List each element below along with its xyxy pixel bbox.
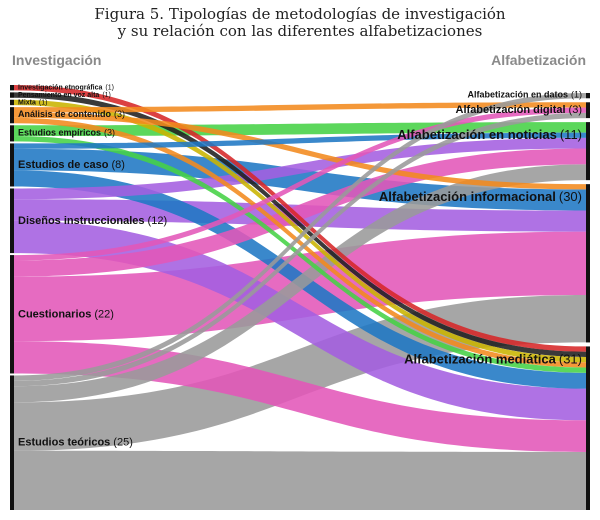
right-column-header: Alfabetización [491, 52, 586, 68]
source-node-caso [10, 143, 14, 187]
source-node-dise [10, 188, 14, 254]
link-dise-to-notic [14, 137, 586, 200]
link-dise-to-media [14, 220, 586, 421]
source-label-teor: Estudios teóricos (25) [18, 437, 133, 449]
link-anal-to-infor [14, 112, 586, 190]
source-label-etno: Investigación etnográfica (1) [18, 85, 114, 92]
target-label-infor: Alfabetización informacional (30) [379, 190, 582, 205]
target-label-digit: Alfabetización digital (3) [456, 104, 582, 116]
source-label-dise: Diseños instruccionales (12) [18, 215, 167, 227]
sankey-links [14, 85, 586, 510]
link-anal-to-digit [14, 102, 586, 113]
link-anal-to-media [14, 117, 586, 368]
target-label-datos: Alfabetización en datos (1) [467, 90, 582, 100]
link-etno-to-media [14, 85, 586, 352]
link-teor-to-datos [14, 93, 586, 381]
source-label-cues: Cuestionarios (22) [18, 308, 114, 320]
target-node-notic [586, 122, 590, 181]
source-node-cues [10, 255, 14, 374]
link-caso-to-notic [14, 132, 586, 149]
left-column-header: Investigación [12, 52, 102, 68]
figure-title: Figura 5. Tipologías de metodologías de … [0, 6, 600, 40]
source-node-anal [10, 107, 14, 124]
source-label-caso: Estudios de caso (8) [18, 159, 125, 171]
source-node-teor [10, 375, 14, 510]
sankey-nodes [10, 85, 590, 510]
source-node-pens [10, 92, 14, 98]
source-label-mixt: Mixta (1) [18, 99, 47, 106]
link-teor-to-media [14, 450, 586, 510]
target-label-notic: Alfabetización en noticias (11) [397, 128, 582, 143]
source-node-empi [10, 125, 14, 142]
target-node-infor [586, 184, 590, 343]
target-label-media: Alfabetización mediática (31) [404, 352, 582, 367]
link-cues-to-notic [14, 148, 586, 277]
link-mixt-to-media [14, 99, 586, 363]
link-pens-to-media [14, 92, 586, 357]
source-label-anal: Análisis de contenido (3) [18, 110, 125, 120]
link-teor-to-notic [14, 164, 586, 403]
link-empi-to-media [14, 136, 586, 373]
sankey-labels: Investigación etnográfica (1)Pensamiento … [18, 85, 582, 449]
figure-title-line-2: y su relación con las diferentes alfabet… [117, 22, 483, 40]
link-cues-to-digit [14, 107, 586, 261]
source-node-etno [10, 85, 14, 91]
source-label-pens: Pensamiento en voz alta (1) [18, 92, 111, 99]
target-node-digit [586, 102, 590, 119]
source-node-mixt [10, 99, 14, 106]
source-label-empi: Estudios empíricos (3) [18, 128, 115, 138]
link-teor-to-digit [14, 112, 586, 387]
figure-title-line-1: Figura 5. Tipologías de metodologías de … [94, 5, 506, 23]
target-node-media [586, 346, 590, 510]
target-node-datos [586, 93, 590, 99]
